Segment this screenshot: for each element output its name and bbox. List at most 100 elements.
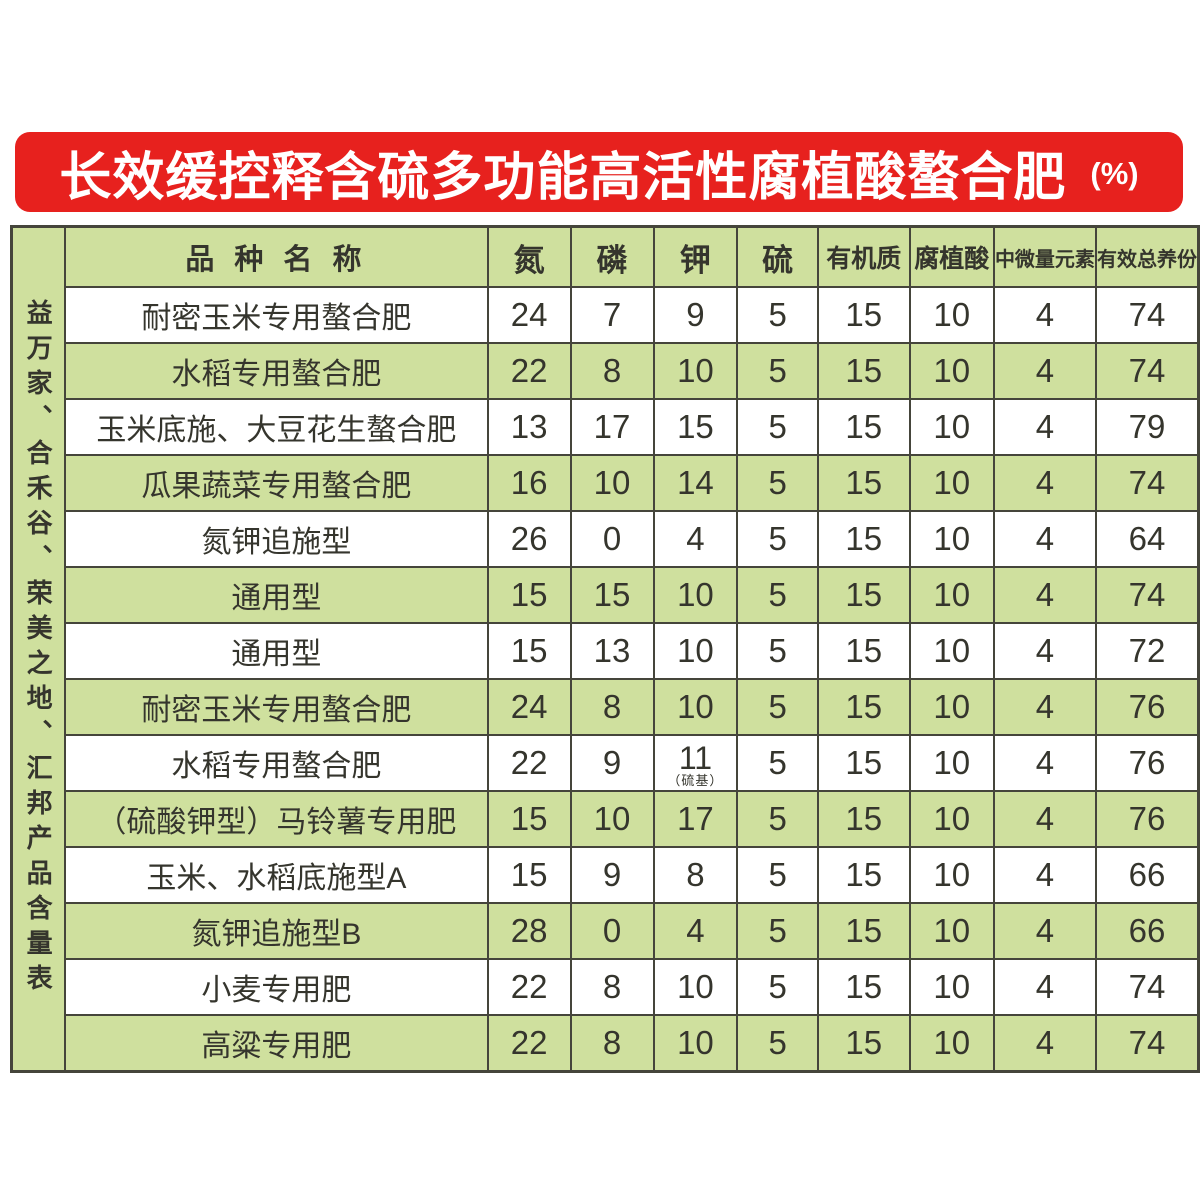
- value-cell: 64: [1094, 510, 1200, 568]
- value-cell: 4: [992, 678, 1097, 736]
- value-cell: 5: [736, 1014, 819, 1073]
- value-cell: 5: [736, 342, 819, 400]
- value-cell: 4: [992, 1014, 1097, 1073]
- table-row: 玉米、水稻底施型A 15 9 8 5 15 10 4 66: [11, 846, 1200, 904]
- value-cell: 5: [736, 902, 819, 960]
- table-header-row: 益万家、合禾谷、荣美之地、汇邦产品含量表品 种 名 称氮磷钾硫有机质 腐植酸 中微量…: [10, 225, 1200, 1073]
- value-cell: 10: [908, 1014, 995, 1073]
- value-cell: 10: [908, 958, 995, 1016]
- percent-unit-label: (%): [1090, 156, 1139, 191]
- product-name-cell: 水稻专用螯合肥: [64, 342, 489, 400]
- value-cell: 22: [486, 958, 572, 1016]
- value-cell: 4: [652, 902, 739, 960]
- fertilizer-content-table: 益万家、合禾谷、荣美之地、汇邦产品含量表品 种 名 称氮磷钾硫有机质 腐植酸 中微量…: [10, 225, 1200, 1073]
- product-name-cell: 玉米底施、大豆花生螯合肥: [64, 398, 489, 456]
- value-cell: 22: [486, 1014, 572, 1073]
- column-header: 有效总养份: [1094, 225, 1200, 288]
- value-cell: 10: [652, 1014, 739, 1073]
- value-cell: 0: [569, 510, 655, 568]
- value-cell: 28: [486, 902, 572, 960]
- value-cell: 76: [1094, 734, 1200, 792]
- value-cell: 15: [652, 398, 739, 456]
- value-cell: 10: [569, 790, 655, 848]
- column-header: 中微量元素: [992, 225, 1097, 288]
- product-name-cell: 氮钾追施型: [64, 510, 489, 568]
- value-cell: 15: [816, 734, 911, 792]
- column-header: 磷: [569, 225, 655, 288]
- value-cell: 5: [736, 790, 819, 848]
- potassium-value: 11: [678, 739, 713, 776]
- value-cell: 15: [816, 510, 911, 568]
- value-cell: 5: [736, 846, 819, 904]
- value-cell: 10: [908, 342, 995, 400]
- value-cell: 10: [652, 958, 739, 1016]
- value-cell: 5: [736, 454, 819, 512]
- value-cell: 4: [992, 398, 1097, 456]
- column-header: 钾: [652, 225, 739, 288]
- table-row: （硫酸钾型）马铃薯专用肥 15 10 17 5 15 10 4 76: [11, 790, 1200, 848]
- value-cell: 15: [816, 1014, 911, 1073]
- value-cell: 15: [816, 678, 911, 736]
- value-cell: 10: [652, 342, 739, 400]
- value-cell: 74: [1094, 566, 1200, 624]
- table-row: 水稻专用螯合肥 22 8 10 5 15 10 4 74: [11, 342, 1200, 400]
- table-row: 氮钾追施型B 28 0 4 5 15 10 4 66: [11, 902, 1200, 960]
- value-cell: 74: [1094, 958, 1200, 1016]
- value-cell: 7: [569, 286, 655, 344]
- value-cell: 13: [486, 398, 572, 456]
- value-cell: 66: [1094, 902, 1200, 960]
- value-cell: 10: [908, 454, 995, 512]
- value-cell: 74: [1094, 1014, 1200, 1073]
- value-cell: 15: [486, 622, 572, 680]
- value-cell: 10: [908, 734, 995, 792]
- value-cell: 4: [992, 510, 1097, 568]
- value-cell: 4: [652, 510, 739, 568]
- product-name-cell: 通用型: [64, 566, 489, 624]
- value-cell: 22: [486, 734, 572, 792]
- product-name-cell: 通用型: [64, 622, 489, 680]
- value-cell: 15: [816, 286, 911, 344]
- table-row: 通用型 15 13 10 5 15 10 4 72: [11, 622, 1200, 680]
- value-cell: 5: [736, 958, 819, 1016]
- value-cell: 10: [569, 454, 655, 512]
- value-cell: 10: [908, 678, 995, 736]
- value-cell: 15: [486, 790, 572, 848]
- value-cell: 66: [1094, 846, 1200, 904]
- value-cell: 15: [816, 566, 911, 624]
- value-cell: 15: [816, 454, 911, 512]
- value-cell: 74: [1094, 342, 1200, 400]
- value-cell: 11 （硫基）: [652, 734, 739, 792]
- value-cell: 15: [816, 902, 911, 960]
- column-header: 硫: [736, 225, 819, 288]
- value-cell: 15: [486, 846, 572, 904]
- title-banner: 长效缓控释含硫多功能高活性腐植酸螯合肥 (%): [15, 132, 1183, 212]
- value-cell: 4: [992, 902, 1097, 960]
- value-cell: 17: [652, 790, 739, 848]
- value-cell: 9: [652, 286, 739, 344]
- value-cell: 5: [736, 734, 819, 792]
- value-cell: 10: [908, 510, 995, 568]
- value-cell: 74: [1094, 286, 1200, 344]
- column-header: 氮: [486, 225, 572, 288]
- value-cell: 72: [1094, 622, 1200, 680]
- value-cell: 9: [569, 734, 655, 792]
- value-cell: 10: [908, 790, 995, 848]
- table-row: 小麦专用肥 22 8 10 5 15 10 4 74: [11, 958, 1200, 1016]
- value-cell: 10: [908, 398, 995, 456]
- value-cell: 5: [736, 398, 819, 456]
- table-row: 通用型 15 15 10 5 15 10 4 74: [11, 566, 1200, 624]
- table-row: 瓜果蔬菜专用螯合肥 16 10 14 5 15 10 4 74: [11, 454, 1200, 512]
- table-row: 耐密玉米专用螯合肥 24 8 10 5 15 10 4 76: [11, 678, 1200, 736]
- value-cell: 10: [908, 566, 995, 624]
- value-cell: 15: [816, 398, 911, 456]
- table-row: 玉米底施、大豆花生螯合肥 13 17 15 5 15 10 4 79: [11, 398, 1200, 456]
- value-cell: 16: [486, 454, 572, 512]
- value-cell: 5: [736, 678, 819, 736]
- value-cell: 8: [652, 846, 739, 904]
- product-name-cell: 小麦专用肥: [64, 958, 489, 1016]
- table-row: 高粱专用肥 22 8 10 5 15 10 4 74: [11, 1014, 1200, 1073]
- value-cell: 4: [992, 622, 1097, 680]
- product-name-cell: 瓜果蔬菜专用螯合肥: [64, 454, 489, 512]
- value-cell: 10: [652, 622, 739, 680]
- value-cell: 79: [1094, 398, 1200, 456]
